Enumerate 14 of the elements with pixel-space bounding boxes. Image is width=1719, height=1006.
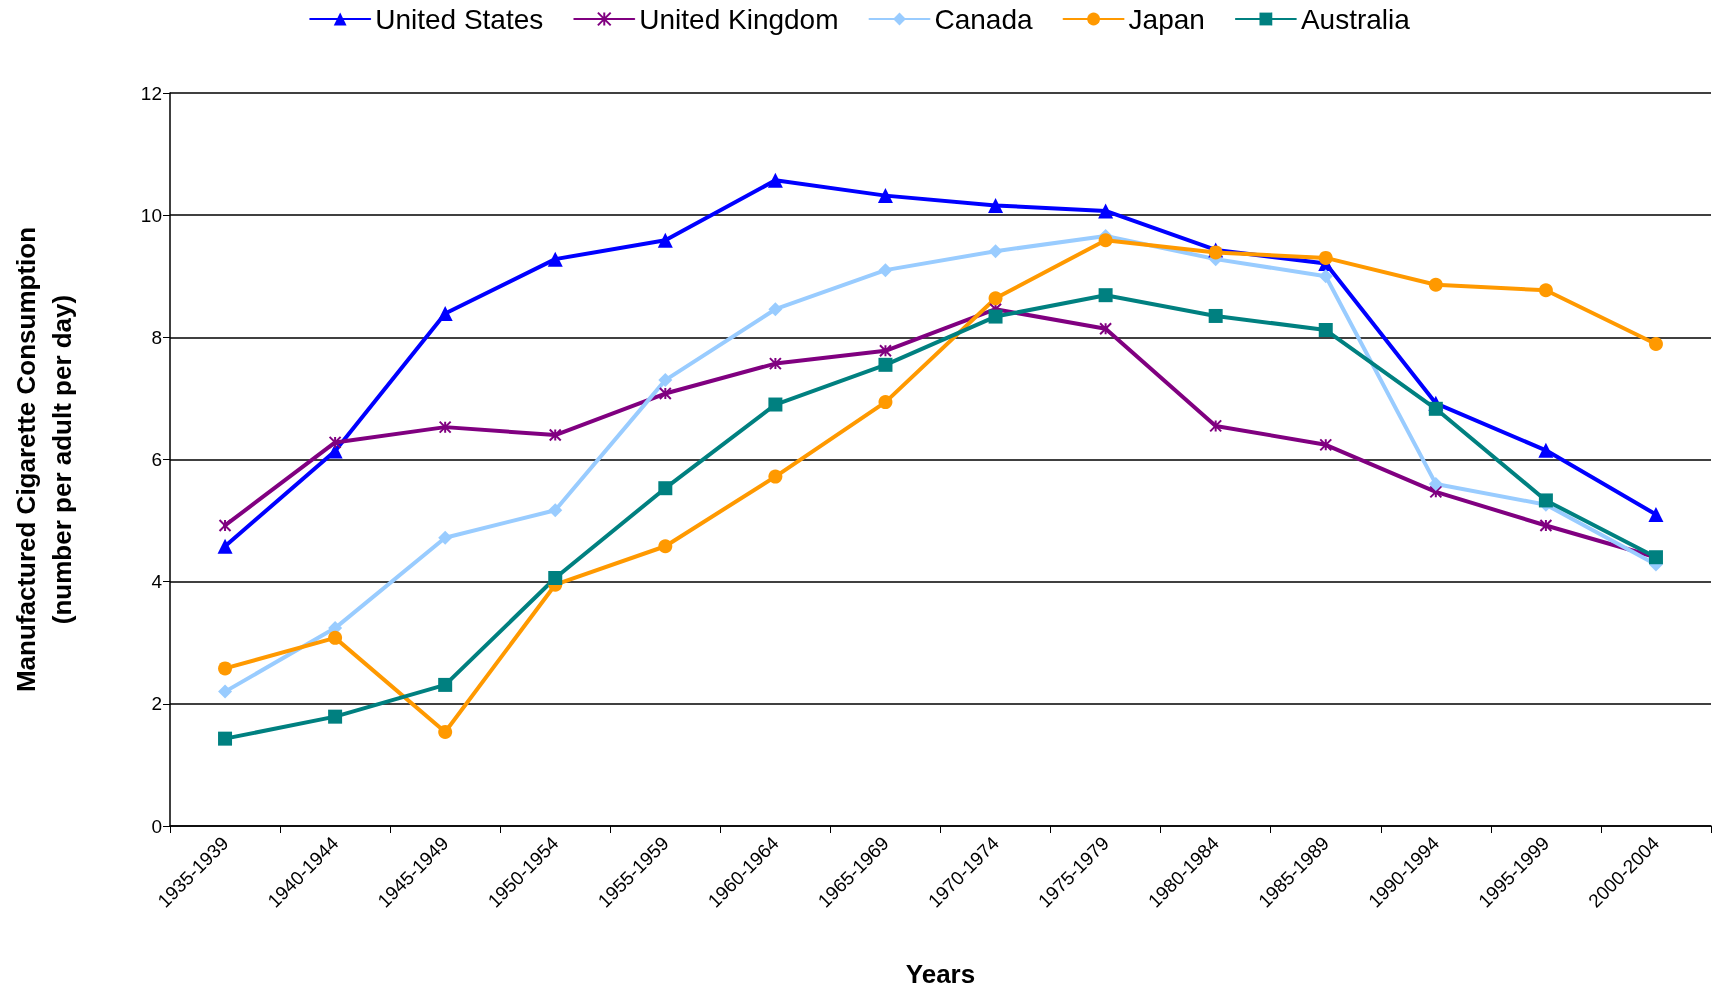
- y-tick-label: 10: [140, 204, 162, 226]
- y-tick-label: 6: [151, 449, 162, 470]
- y-axis-title: Manufactured Cigarette Consumption (number per adult per day): [11, 226, 77, 693]
- legend-label: United States: [375, 3, 544, 35]
- y-tick-label: 2: [151, 693, 162, 715]
- y-tick-label: 8: [151, 326, 162, 348]
- legend-label: Australia: [1300, 3, 1411, 35]
- y-tick-label: 4: [151, 571, 163, 593]
- y-tick-label: 12: [140, 82, 162, 104]
- legend-label: Japan: [1128, 3, 1205, 35]
- y-tick-label: 0: [151, 815, 162, 837]
- legend-label: United Kingdom: [639, 3, 839, 35]
- legend-label: Canada: [934, 3, 1034, 35]
- x-axis-title: Years: [905, 959, 976, 989]
